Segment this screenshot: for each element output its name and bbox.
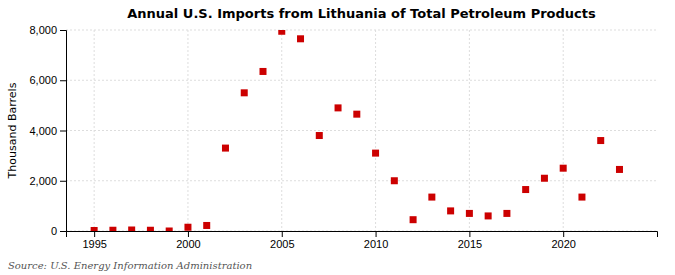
tick-label: 4,000 (29, 125, 57, 137)
plot-area: 1995 2000 2005 2010 2015 2020 0 2,000 4,000 6,000… (29, 24, 657, 250)
point (222, 145, 229, 152)
tick-label: 2010 (364, 238, 388, 250)
annotation: Source: U.S. Energy Information Administ… (8, 260, 252, 271)
tick: 1995 (82, 231, 106, 250)
tick: 2010 (364, 231, 388, 250)
tick: 2,000 (29, 175, 66, 187)
point (316, 132, 323, 139)
grid-line-y (66, 80, 657, 81)
x-axis: 1995 2000 2005 2010 2015 2020 (67, 231, 658, 250)
tick: 6,000 (29, 74, 66, 86)
tick-mark (60, 30, 66, 31)
tick-mark (60, 181, 66, 182)
point (91, 227, 98, 231)
point (447, 207, 454, 214)
point (166, 228, 173, 232)
point (297, 35, 304, 42)
tick-label: 2000 (176, 238, 200, 250)
point (616, 166, 623, 173)
grid-line-x (375, 30, 376, 231)
y-axis: 0 2,000 4,000 6,000 8,000 (29, 24, 66, 237)
point (128, 226, 135, 231)
grid (66, 30, 657, 231)
tick: 2005 (270, 231, 294, 250)
point (503, 210, 510, 217)
tick-label: 2,000 (29, 175, 57, 187)
point (485, 212, 492, 219)
grid-line-x (281, 30, 282, 231)
point (391, 177, 398, 184)
tick-mark (469, 231, 470, 237)
point (109, 227, 116, 231)
point (241, 89, 248, 96)
tick-mark (60, 131, 66, 132)
grid-line-y (66, 180, 657, 181)
tick-mark (188, 231, 189, 237)
grid-line-x (469, 30, 470, 231)
grid-line-y (66, 30, 657, 31)
tick-mark (282, 231, 283, 237)
tick-label: 0 (51, 225, 57, 237)
point (597, 137, 604, 144)
tick-label: 8,000 (29, 24, 57, 36)
tick: 2020 (551, 231, 575, 250)
grid-line-y (66, 130, 657, 131)
tick: 2000 (176, 231, 200, 250)
point (410, 216, 417, 223)
tick-label: 2005 (270, 238, 294, 250)
point (578, 194, 585, 201)
point (184, 224, 191, 231)
point (466, 210, 473, 217)
grid-line-x (563, 30, 564, 231)
axis-line (60, 31, 67, 232)
point (147, 227, 154, 231)
tick-label: 2020 (551, 238, 575, 250)
tick-label: 6,000 (29, 74, 57, 86)
point (335, 104, 342, 111)
point (541, 175, 548, 182)
point (428, 194, 435, 201)
grid-line-x (94, 30, 95, 231)
tick: 4,000 (29, 125, 66, 137)
axis-line (67, 232, 658, 238)
tick-mark (60, 80, 66, 81)
chart: 1995 2000 2005 2010 2015 2020 0 2,000 4,000 6,000… (0, 0, 675, 275)
tick: 0 (51, 225, 66, 237)
marks (91, 30, 623, 231)
point (372, 150, 379, 157)
tick-mark (60, 231, 66, 232)
point (278, 30, 285, 35)
point (203, 222, 210, 229)
tick: 8,000 (29, 24, 66, 36)
title: Annual U.S. Imports from Lithuania of To… (127, 6, 596, 21)
point (560, 165, 567, 172)
tick-mark (563, 231, 564, 237)
tick: 2015 (458, 231, 482, 250)
tick-mark (376, 231, 377, 237)
grid-line-x (187, 30, 188, 231)
point (260, 68, 267, 75)
tick-label: 2015 (458, 238, 482, 250)
y-axis-title: Thousand Barrels (6, 82, 19, 179)
tick-label: 1995 (82, 238, 106, 250)
point (522, 186, 529, 193)
point (353, 111, 360, 118)
tick-mark (94, 231, 95, 237)
